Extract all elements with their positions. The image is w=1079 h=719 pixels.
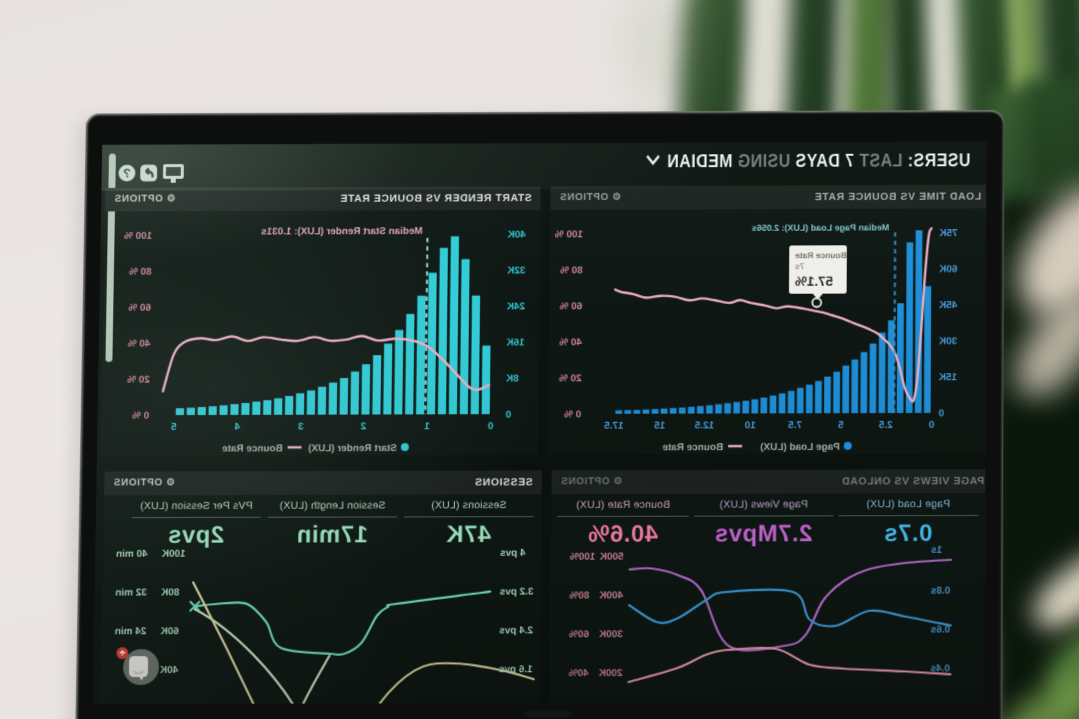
svg-text:80%: 80% [569,590,589,601]
svg-text:60%: 60% [569,629,589,640]
svg-text:100%: 100% [569,552,595,563]
svg-text:8K: 8K [506,373,519,384]
svg-text:100 %: 100 % [555,229,583,240]
svg-text:?: ? [123,166,131,180]
svg-text:12.5: 12.5 [694,420,714,431]
svg-text:0.6s: 0.6s [930,624,950,635]
svg-text:60K: 60K [160,626,178,637]
svg-text:500K: 500K [600,551,624,562]
svg-text:40 %: 40 % [127,339,150,350]
svg-text:400K: 400K [599,590,623,601]
svg-text:60K: 60K [939,264,957,275]
svg-text:1: 1 [424,421,430,432]
svg-text:4 pvs: 4 pvs [500,548,526,559]
svg-text:57.1%: 57.1% [795,274,833,289]
svg-text:80 %: 80 % [129,267,152,278]
svg-text:2.5: 2.5 [878,420,892,431]
svg-text:0.8s: 0.8s [930,585,950,596]
svg-text:80 %: 80 % [560,265,583,276]
svg-text:Median Start Render (LUX): 1.0: Median Start Render (LUX): 1.031s [261,226,423,238]
svg-text:0: 0 [938,408,944,419]
svg-text:40 %: 40 % [559,337,582,348]
svg-text:7.5: 7.5 [788,420,802,431]
svg-text:7s: 7s [795,261,805,271]
svg-text:4: 4 [234,422,240,433]
svg-text:40K: 40K [508,230,526,241]
svg-text:0: 0 [928,420,934,431]
svg-text:Bounce Rate: Bounce Rate [662,442,723,453]
svg-text:5: 5 [838,420,844,431]
svg-text:5: 5 [170,422,176,433]
svg-text:3: 3 [297,421,303,432]
svg-text:0.4s: 0.4s [930,663,950,674]
svg-text:40K: 40K [160,665,178,676]
svg-text:0 %: 0 % [564,409,581,420]
svg-text:0: 0 [505,410,511,421]
svg-text:30K: 30K [939,336,957,347]
svg-text:1s: 1s [930,545,942,556]
svg-text:Median Page Load (LUX): 2.056s: Median Page Load (LUX): 2.056s [752,222,890,232]
svg-text:20 %: 20 % [559,373,582,384]
svg-text:40 min: 40 min [116,549,148,560]
svg-text:2.4 pvs: 2.4 pvs [499,625,533,636]
svg-text:45K: 45K [939,300,957,311]
svg-text:17.5: 17.5 [604,421,624,432]
svg-text:24 min: 24 min [115,626,147,637]
svg-text:32K: 32K [507,265,525,276]
svg-text:60 %: 60 % [128,303,151,314]
svg-text:0 %: 0 % [132,411,150,422]
svg-text:Page Load (LUX): Page Load (LUX) [760,442,840,453]
svg-text:100 %: 100 % [124,231,152,242]
svg-text:Start Render (LUX): Start Render (LUX) [308,443,397,454]
svg-text:10: 10 [744,420,756,431]
svg-text:200K: 200K [599,668,623,679]
svg-text:32 min: 32 min [115,587,147,598]
svg-text:24K: 24K [507,301,525,312]
svg-text:100K: 100K [162,549,186,560]
svg-text:40%: 40% [568,668,588,679]
svg-text:60 %: 60 % [559,301,582,312]
svg-text:20 %: 20 % [127,375,150,386]
svg-text:80K: 80K [161,587,179,598]
svg-text:Bounce Rate: Bounce Rate [795,250,847,260]
svg-text:3.2 pvs: 3.2 pvs [499,586,533,597]
svg-text:300K: 300K [599,629,623,640]
svg-text:15: 15 [654,420,666,431]
svg-text:Bounce Rate: Bounce Rate [221,443,282,454]
svg-text:16K: 16K [506,337,524,348]
svg-text:0: 0 [487,421,493,432]
svg-text:2: 2 [360,421,366,432]
svg-text:15K: 15K [939,372,957,383]
svg-text:75K: 75K [939,228,957,239]
svg-text:1.6 pvs: 1.6 pvs [498,664,532,675]
